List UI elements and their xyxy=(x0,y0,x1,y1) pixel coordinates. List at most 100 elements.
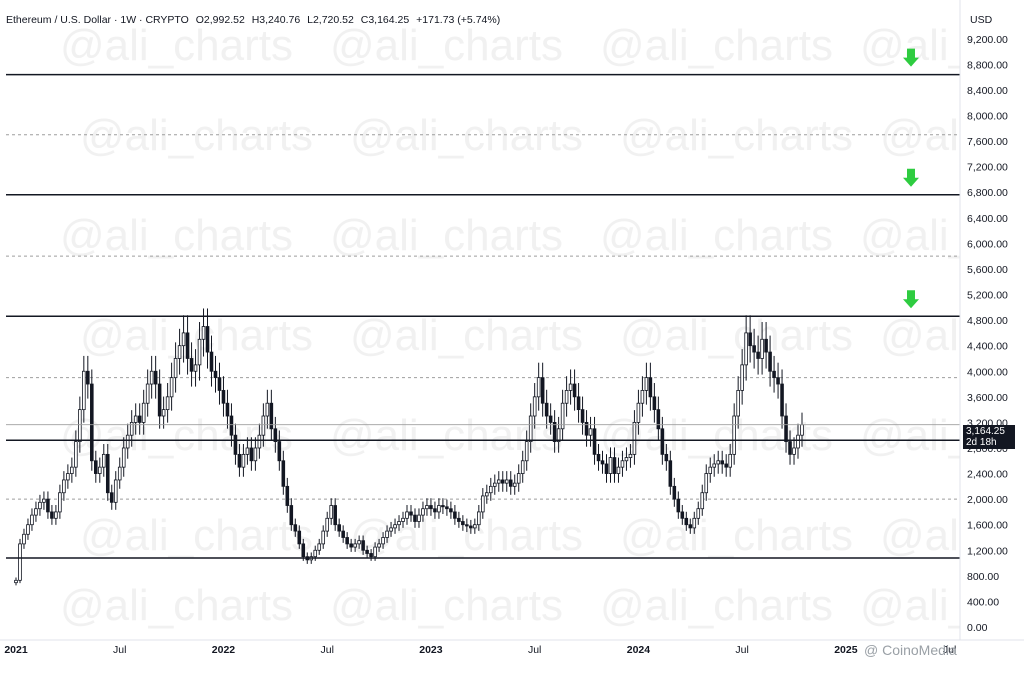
watermark-text: @ali_charts xyxy=(350,511,583,560)
y-tick-label: 6,800.00 xyxy=(967,187,1008,199)
candle-body xyxy=(740,364,744,391)
candle-body xyxy=(50,511,54,519)
candle-body xyxy=(512,482,517,487)
candle-body xyxy=(377,543,381,548)
watermark-layer: @ali_charts @ali_charts @ali_charts @ali_ch… xyxy=(60,21,1024,630)
candle-body xyxy=(481,495,485,513)
candle-body xyxy=(760,338,764,359)
candle-body xyxy=(664,453,669,462)
candle-body xyxy=(30,514,34,526)
candle-body xyxy=(66,473,70,481)
candle-body xyxy=(201,326,206,340)
x-tick-label: Jul xyxy=(320,644,333,656)
candle-body xyxy=(680,511,685,519)
candle-body xyxy=(772,370,776,379)
candle-body xyxy=(572,383,577,398)
candle-body xyxy=(704,473,709,494)
candle-body xyxy=(732,415,736,455)
candle-body xyxy=(612,457,617,474)
candle-body xyxy=(608,457,613,474)
candle-body xyxy=(46,498,50,513)
y-tick-label: 7,200.00 xyxy=(967,162,1008,174)
watermark-text: @ali_charts xyxy=(330,581,563,630)
candle-body xyxy=(169,377,174,398)
candle-body xyxy=(552,422,557,442)
candle-body xyxy=(281,460,286,487)
candle-body xyxy=(58,492,62,513)
candle-body xyxy=(357,540,361,545)
candle-body xyxy=(62,479,66,494)
candle-body xyxy=(185,332,190,359)
candle-body xyxy=(688,524,693,529)
watermark-text: @ali_charts xyxy=(620,111,853,160)
candle-body xyxy=(441,505,445,508)
candle-body xyxy=(137,415,142,423)
candle-body xyxy=(337,524,341,532)
candle-body xyxy=(461,521,465,526)
candle-body xyxy=(393,524,397,529)
candle-body xyxy=(672,485,677,500)
candle-body xyxy=(289,505,294,526)
y-tick-label: 8,000.00 xyxy=(967,111,1008,123)
candle-body xyxy=(361,540,365,551)
candle-body xyxy=(317,543,322,551)
candle-body xyxy=(141,402,146,423)
candle-body xyxy=(133,415,138,423)
candle-body xyxy=(800,424,804,436)
candle-body xyxy=(97,466,102,474)
candle-body xyxy=(341,530,345,538)
candle-body xyxy=(764,338,768,353)
candle-body xyxy=(644,377,649,391)
candle-body xyxy=(720,460,724,465)
candle-body xyxy=(788,441,792,455)
candle-body xyxy=(473,524,477,529)
watermark-text: @ali_charts xyxy=(60,211,293,260)
candle-body xyxy=(301,543,306,558)
candle-body xyxy=(385,530,389,538)
candle-body xyxy=(74,441,78,468)
candle-body xyxy=(660,428,665,455)
candle-body xyxy=(38,501,42,510)
y-tick-label: 5,200.00 xyxy=(967,290,1008,302)
candle-body xyxy=(500,479,505,484)
candle-body xyxy=(353,543,357,548)
close-value: C3,164.25 xyxy=(360,14,410,26)
candle-body xyxy=(528,415,533,442)
candle-body xyxy=(568,383,573,391)
candle-body xyxy=(492,482,497,487)
candle-body xyxy=(101,453,106,468)
candle-body xyxy=(504,479,509,484)
watermark-text: @ali_charts xyxy=(600,211,833,260)
candle-body xyxy=(560,402,565,430)
candle-body xyxy=(640,390,645,404)
candle-body xyxy=(325,517,329,532)
candle-body xyxy=(796,434,800,449)
level-lines xyxy=(6,73,960,559)
candle-body xyxy=(780,383,784,417)
credit-watermark: @ CoinoMedia xyxy=(864,642,957,658)
candle-body xyxy=(744,332,748,366)
candle-body xyxy=(792,447,796,455)
currency-label: USD xyxy=(970,14,993,26)
target-arrows xyxy=(903,48,919,309)
candle-body xyxy=(373,546,377,558)
candle-body xyxy=(409,511,413,516)
candle-body xyxy=(700,492,705,510)
candle-body xyxy=(293,524,298,532)
candle-body xyxy=(297,530,302,545)
candle-body xyxy=(708,466,713,474)
price-axis: 0.00 400.00 800.00 1,200.00 1,600.00 2,000.00… xyxy=(959,0,1024,670)
candle-body xyxy=(516,473,521,484)
y-tick-label: 1,600.00 xyxy=(967,520,1008,532)
candle-body xyxy=(425,505,429,510)
candle-body xyxy=(576,396,581,411)
y-tick-label: 8,400.00 xyxy=(967,85,1008,97)
candle-body xyxy=(752,345,756,353)
candle-body xyxy=(728,453,732,468)
y-tick-label: 1,200.00 xyxy=(967,545,1008,557)
candle-body xyxy=(365,549,369,554)
candle-body xyxy=(181,332,186,347)
chart-header: Ethereum / U.S. Dollar · 1W · CRYPTO O2,… xyxy=(6,14,504,26)
